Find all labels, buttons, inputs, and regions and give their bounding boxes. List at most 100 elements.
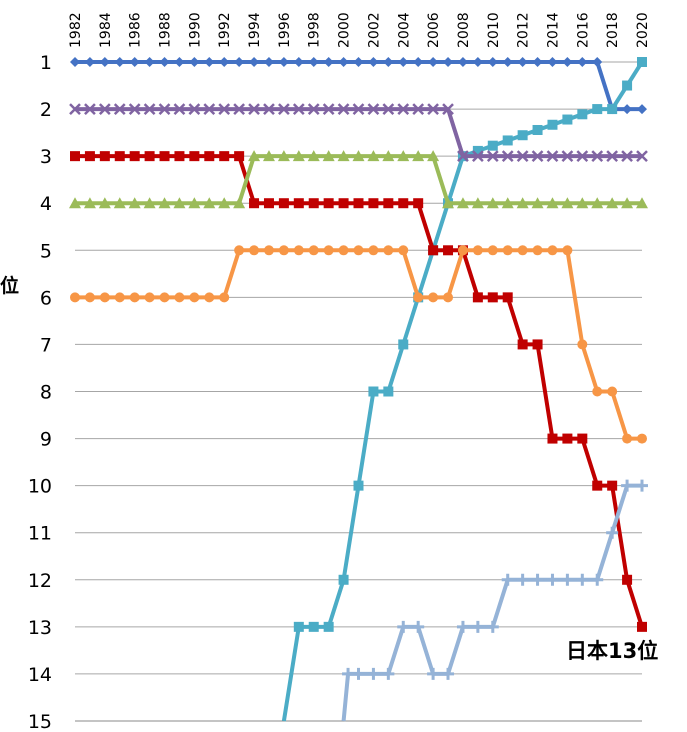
data-point xyxy=(338,574,349,585)
data-point xyxy=(398,245,409,256)
y-tick-label: 6 xyxy=(40,287,52,309)
data-point xyxy=(218,103,231,115)
data-point xyxy=(501,150,514,163)
data-point xyxy=(383,198,394,209)
data-point xyxy=(471,620,484,633)
data-point xyxy=(322,150,335,162)
data-point xyxy=(83,197,96,209)
data-point xyxy=(428,57,439,67)
data-point xyxy=(457,245,468,256)
data-point xyxy=(277,150,290,162)
series-7 xyxy=(341,479,648,722)
data-point xyxy=(307,150,320,162)
data-point xyxy=(293,57,304,67)
data-point xyxy=(516,150,529,163)
data-point xyxy=(427,667,440,680)
data-point xyxy=(144,151,155,162)
data-point xyxy=(159,292,170,303)
x-tick-label: 2016 xyxy=(575,12,591,48)
data-point xyxy=(592,480,603,491)
data-point xyxy=(174,57,185,67)
data-point xyxy=(248,103,260,115)
data-point xyxy=(412,620,425,633)
data-point xyxy=(323,198,334,209)
data-point xyxy=(487,140,498,151)
data-point xyxy=(129,292,140,303)
data-point xyxy=(413,57,424,67)
series-line xyxy=(281,60,644,722)
data-point xyxy=(546,573,559,586)
data-point xyxy=(322,103,335,115)
series-line xyxy=(341,483,642,722)
data-point xyxy=(486,150,499,163)
data-point xyxy=(472,245,483,256)
data-point xyxy=(69,197,81,209)
x-tick-label: 1996 xyxy=(277,12,293,48)
data-point xyxy=(517,57,528,67)
data-point xyxy=(471,150,484,163)
data-point xyxy=(637,621,647,632)
data-point xyxy=(278,245,289,256)
data-point xyxy=(412,150,425,162)
data-point xyxy=(278,103,290,115)
series-3 xyxy=(69,103,648,163)
data-point xyxy=(99,57,110,67)
data-point xyxy=(413,292,424,303)
x-tick-label: 2006 xyxy=(426,12,442,48)
data-point xyxy=(128,197,141,209)
data-point xyxy=(278,198,289,209)
data-point xyxy=(353,245,364,256)
data-point xyxy=(98,197,111,209)
data-point xyxy=(397,150,410,162)
data-point xyxy=(293,621,304,632)
y-tick-label: 12 xyxy=(28,570,52,592)
data-point xyxy=(159,151,170,162)
data-point xyxy=(293,198,304,209)
y-tick-label: 10 xyxy=(28,476,52,498)
data-point xyxy=(113,197,126,209)
data-point xyxy=(70,57,80,67)
data-point xyxy=(397,620,410,633)
data-point xyxy=(636,479,648,492)
y-tick-label: 7 xyxy=(40,334,52,356)
x-tick-label: 2010 xyxy=(486,12,502,48)
data-point xyxy=(367,150,380,162)
data-point xyxy=(249,245,260,256)
data-point xyxy=(188,103,201,115)
data-point xyxy=(487,57,498,67)
data-point xyxy=(457,57,468,67)
data-point xyxy=(307,103,320,115)
data-point xyxy=(561,150,574,163)
series-line xyxy=(75,154,644,628)
data-point xyxy=(128,103,141,115)
x-tick-label: 1982 xyxy=(68,12,84,48)
data-point xyxy=(547,57,558,67)
x-tick-label: 2002 xyxy=(366,12,382,48)
data-point xyxy=(428,292,439,303)
data-point xyxy=(263,198,274,209)
data-point xyxy=(114,292,125,303)
data-point xyxy=(337,103,350,115)
data-point xyxy=(352,103,365,115)
data-point xyxy=(352,667,365,680)
data-point xyxy=(622,433,633,444)
data-point xyxy=(308,245,319,256)
data-point xyxy=(189,151,200,162)
data-point xyxy=(487,245,498,256)
data-point xyxy=(368,386,379,397)
data-point xyxy=(591,573,604,586)
y-tick-label: 9 xyxy=(40,429,52,451)
data-point xyxy=(428,245,439,256)
data-point xyxy=(367,103,380,115)
data-point xyxy=(412,103,425,115)
data-point xyxy=(173,197,186,209)
data-point xyxy=(383,386,394,397)
data-point xyxy=(443,57,454,67)
data-point xyxy=(606,526,619,539)
data-point xyxy=(546,150,559,163)
data-point xyxy=(622,104,633,115)
data-point xyxy=(204,151,215,162)
x-tick-label: 2014 xyxy=(545,12,561,48)
data-point xyxy=(637,433,647,444)
